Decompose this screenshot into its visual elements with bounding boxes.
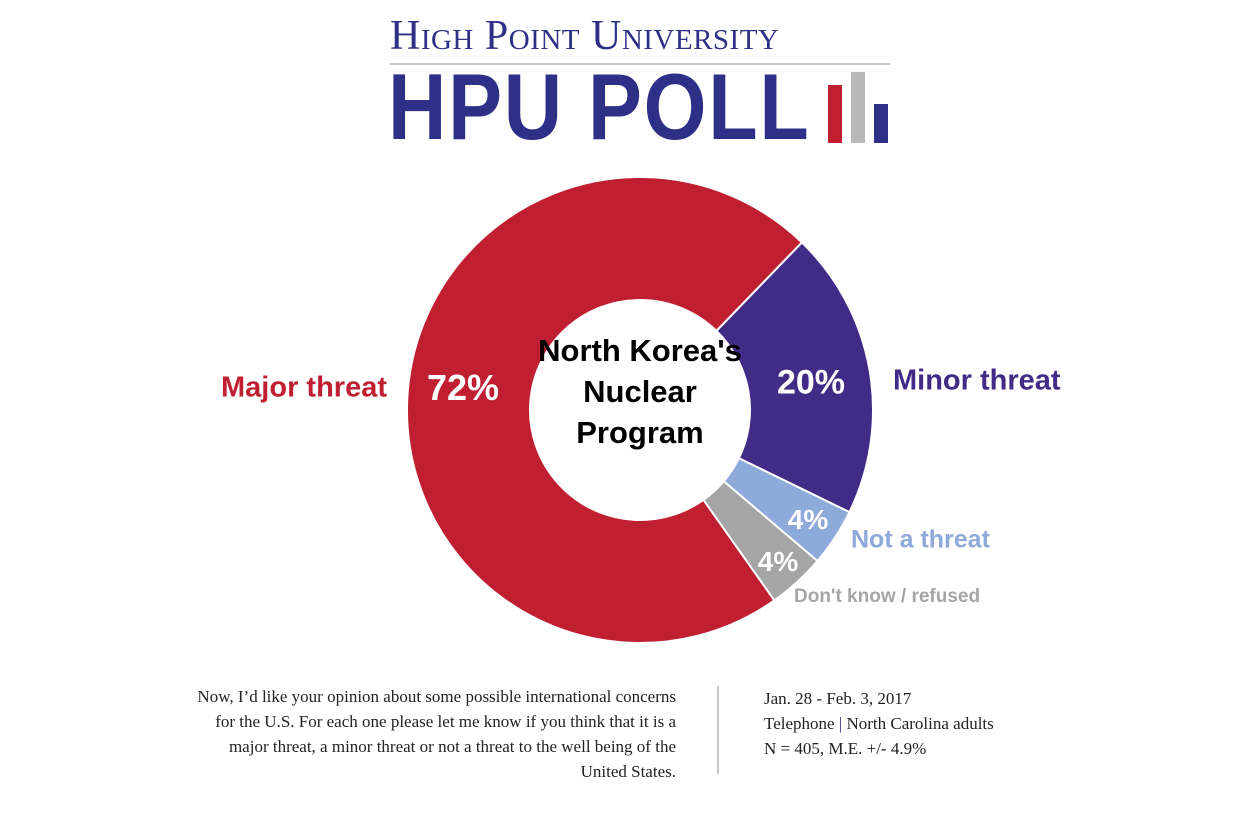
logo-bar-red — [828, 85, 842, 143]
data-label-major: 72% — [426, 367, 500, 408]
legend-not: Not a threat — [851, 525, 990, 554]
legend-dk: Don't know / refused — [794, 586, 981, 607]
survey-question: Now, I’d like your opinion about some po… — [197, 687, 676, 781]
logo-divider — [390, 63, 890, 65]
university-name: High Point University — [390, 13, 780, 59]
survey-sample: N = 405, M.E. +/- 4.9% — [764, 739, 927, 758]
survey-method-line: Telephone | North Carolina adults — [764, 711, 994, 736]
data-label-dk: 4% — [757, 546, 799, 577]
survey-meta: Jan. 28 - Feb. 3, 2017 Telephone | North… — [764, 686, 994, 761]
legend-minor: Minor threat — [893, 364, 1061, 397]
donut-slice-minor-threat — [714, 240, 874, 514]
separator: | — [838, 714, 843, 733]
data-label-not: 4% — [787, 504, 829, 535]
survey-dates: Jan. 28 - Feb. 3, 2017 — [764, 689, 912, 708]
logo-bar-navy — [874, 104, 888, 143]
logo-bar-gray — [851, 72, 865, 143]
donut-slice-major-threat — [406, 176, 804, 644]
legend-major: Major threat — [221, 371, 387, 404]
chart-title: North Korea's Nuclear Program — [538, 333, 742, 450]
poll-logo-text: HPU POLL — [388, 54, 811, 159]
data-label-minor: 20% — [776, 363, 846, 402]
footer-divider — [717, 686, 719, 774]
survey-method: Telephone — [764, 714, 835, 733]
survey-population: North Carolina adults — [846, 714, 994, 733]
